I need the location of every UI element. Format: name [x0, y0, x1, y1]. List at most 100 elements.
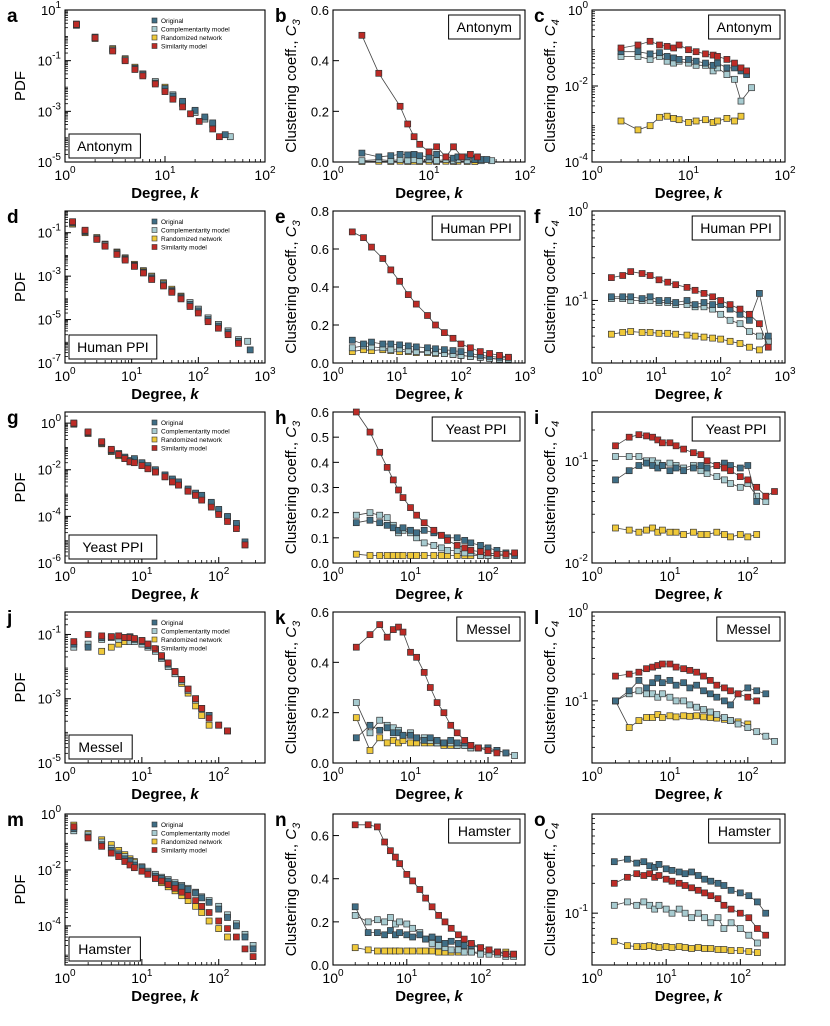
y-axis-label-subscript: 3 [291, 822, 303, 829]
data-point [70, 638, 78, 645]
data-point [700, 299, 708, 306]
data-point [610, 901, 618, 909]
x-tick-base: 10 [477, 568, 493, 584]
data-point [686, 684, 694, 692]
x-tick-label: 103 [514, 366, 536, 384]
y-tick-base: 10 [38, 356, 52, 371]
x-tick-base: 10 [514, 368, 530, 384]
x-axis-label: Degree, k [131, 386, 199, 403]
data-point [707, 877, 715, 885]
data-point [376, 726, 384, 734]
data-point [634, 41, 642, 49]
data-point [374, 947, 381, 955]
y-tick-label: 10-1 [565, 290, 589, 308]
x-tick-exponent: 0 [70, 766, 76, 777]
data-point [672, 713, 680, 721]
y-tick-base: 10 [38, 509, 52, 524]
x-axis-label: Degree, k [395, 988, 463, 1005]
data-point [178, 888, 186, 896]
data-point [407, 739, 414, 747]
data-point [701, 914, 708, 922]
data-point [668, 867, 676, 874]
data-point [627, 268, 635, 275]
data-point [364, 821, 372, 829]
x-tick-label: 102 [470, 968, 492, 986]
y-tick-label: 100 [41, 413, 61, 431]
data-point [717, 310, 725, 318]
data-point [727, 701, 734, 709]
x-tick-label: 102 [450, 366, 472, 384]
x-axis-label-var: k [454, 786, 463, 803]
x-tick-base: 10 [121, 368, 137, 384]
legend-swatch-complementarity-model [151, 227, 158, 233]
data-point [612, 442, 619, 450]
x-tick-label: 100 [322, 366, 344, 384]
data-point [612, 476, 619, 484]
x-tick-exponent: 2 [224, 566, 230, 577]
data-point [638, 329, 646, 336]
panel-letter: j [6, 608, 12, 629]
data-point [643, 684, 650, 692]
dataset-label: Yeast PPI [446, 421, 507, 437]
data-point [686, 712, 694, 720]
data-point [158, 877, 165, 885]
data-point [477, 950, 484, 958]
data-point [426, 734, 434, 742]
dataset-label: Human PPI [700, 220, 772, 236]
data-point [640, 898, 648, 906]
data-point [633, 943, 641, 950]
legend-entry-similarity-model: Similarity model [161, 44, 207, 51]
data-point [709, 301, 716, 308]
x-tick-base: 10 [54, 970, 70, 986]
data-point [694, 944, 702, 951]
series-similarity-model [612, 431, 778, 500]
data-point [461, 544, 469, 552]
data-point [366, 552, 374, 559]
data-point [737, 112, 745, 120]
x-axis-label: Degree, k [655, 988, 723, 1005]
data-point [640, 858, 648, 866]
data-point [205, 898, 213, 906]
data-point [366, 631, 374, 638]
x-tick-label: 102 [737, 766, 759, 784]
y-tick-exponent: -4 [579, 152, 588, 163]
data-point [241, 541, 249, 549]
series-similarity-model [358, 31, 481, 161]
data-point [625, 687, 633, 695]
data-point [404, 157, 412, 165]
data-point [662, 875, 670, 883]
dataset-label-box [431, 215, 521, 241]
x-tick-label: 101 [396, 968, 418, 986]
y-tick-base: 10 [565, 79, 579, 94]
data-point [453, 729, 461, 737]
data-point [107, 445, 115, 453]
data-point [634, 48, 642, 56]
data-point [461, 537, 469, 544]
dataset-label-box [68, 334, 158, 360]
data-point [379, 255, 387, 262]
data-point [756, 320, 763, 328]
data-point [681, 870, 689, 878]
data-point [160, 282, 167, 290]
dataset-label-box [708, 818, 781, 844]
data-point [659, 526, 666, 534]
y-tick-exponent: -1 [579, 290, 588, 301]
data-point [627, 293, 635, 301]
data-point [420, 526, 428, 534]
data-point [746, 316, 753, 324]
data-point [736, 483, 744, 491]
data-point [244, 337, 252, 345]
x-tick-label: 101 [386, 366, 408, 384]
data-point [659, 679, 666, 687]
x-tick-label: 100 [581, 165, 603, 183]
dataset-label: Human PPI [77, 339, 149, 355]
data-point [727, 919, 735, 927]
y-axis-label-var: C [283, 829, 300, 840]
panel-letter: b [275, 6, 287, 27]
data-point [216, 133, 223, 141]
data-point [685, 46, 692, 54]
data-point [666, 459, 674, 467]
data-point [743, 67, 750, 75]
